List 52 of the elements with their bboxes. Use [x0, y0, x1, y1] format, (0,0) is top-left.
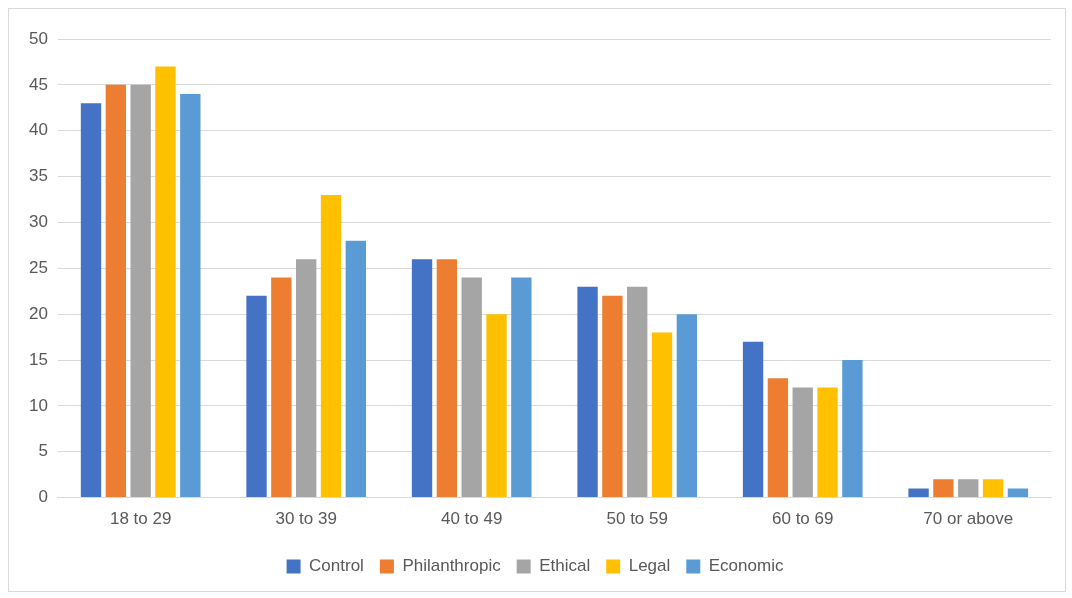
x-tick-label: 18 to 29 [109, 509, 172, 529]
y-tick-label: 15 [28, 349, 48, 369]
bar [155, 66, 176, 498]
bar [180, 94, 201, 498]
bar [461, 277, 482, 498]
bar [676, 314, 698, 498]
bar [767, 378, 789, 498]
bar [933, 479, 954, 498]
bar [627, 286, 648, 498]
y-tick-label: 35 [28, 166, 48, 186]
bar [982, 479, 1004, 498]
bar [651, 332, 673, 498]
legend-label: Ethical [539, 556, 591, 576]
bar [246, 295, 267, 498]
y-tick-label: 5 [38, 441, 48, 461]
y-tick-label: 50 [28, 28, 48, 48]
y-tick-label: 20 [28, 303, 48, 323]
bar [271, 277, 292, 498]
bar [511, 277, 532, 498]
bar [577, 286, 598, 498]
bar [130, 84, 151, 498]
y-tick-label: 30 [28, 212, 48, 232]
bar [1007, 488, 1029, 498]
x-tick-label: 50 to 59 [606, 509, 668, 529]
legend-label: Control [309, 556, 364, 576]
bar [80, 103, 102, 498]
y-tick-label: 10 [28, 395, 48, 415]
y-tick-label: 25 [28, 257, 48, 277]
legend-label: Philanthropic [402, 556, 502, 576]
bar [817, 387, 838, 498]
bar [436, 259, 458, 498]
bar [345, 240, 367, 498]
bar [411, 259, 433, 498]
x-tick-label: 30 to 39 [275, 509, 337, 529]
legend-label: Economic [708, 556, 784, 576]
x-tick-label: 40 to 49 [440, 509, 503, 529]
bar [792, 387, 813, 498]
bar [296, 259, 317, 498]
bar [105, 84, 127, 498]
bar [486, 314, 507, 498]
legend-label: Legal [628, 556, 671, 576]
bar [958, 479, 979, 498]
y-tick-label: 45 [28, 74, 48, 94]
x-tick-label: 60 to 69 [772, 509, 834, 529]
bar [908, 488, 929, 498]
bar [320, 194, 342, 498]
x-tick-label: 70 or above [923, 509, 1014, 529]
bar [842, 360, 863, 498]
y-tick-label: 0 [38, 487, 48, 507]
y-tick-label: 40 [28, 120, 48, 140]
bar [602, 295, 623, 498]
bar [742, 341, 764, 498]
